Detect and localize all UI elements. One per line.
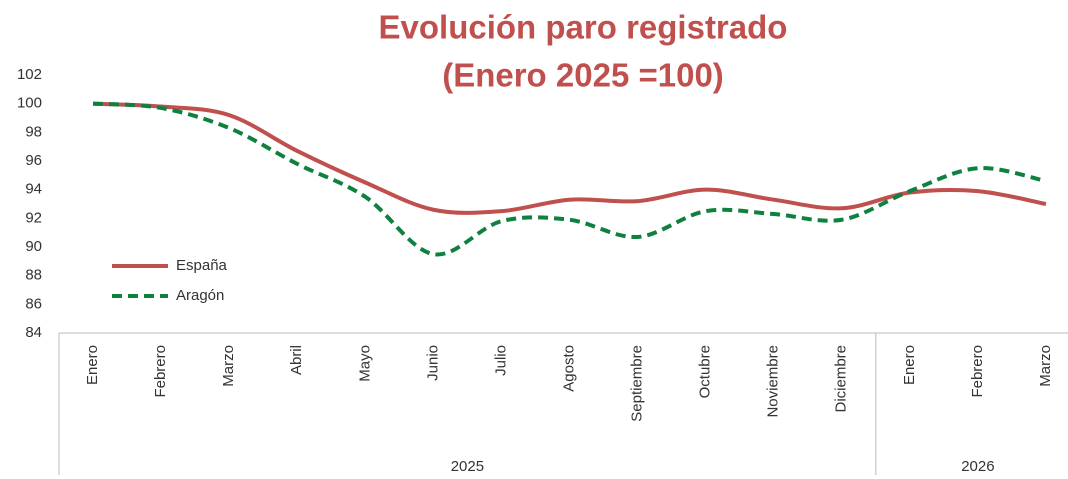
y-tick-label: 88 (25, 267, 42, 284)
x-tick-label: Enero (901, 345, 918, 385)
x-group-label: 2025 (451, 458, 484, 475)
legend-label: España (176, 257, 228, 274)
x-tick-label: Noviembre (765, 345, 782, 418)
x-tick-label: Mayo (356, 345, 373, 382)
y-tick-label: 102 (17, 66, 42, 83)
y-tick-label: 98 (25, 123, 42, 140)
x-tick-label: Febrero (152, 345, 169, 398)
x-tick-label: Marzo (220, 345, 237, 387)
y-tick-label: 86 (25, 295, 42, 312)
y-tick-label: 90 (25, 238, 42, 255)
x-tick-label: Octubre (697, 345, 714, 398)
x-tick-label: Septiembre (629, 345, 646, 422)
series-line (92, 101, 1047, 257)
x-tick-label: Diciembre (833, 345, 850, 413)
y-tick-label: 84 (25, 324, 42, 341)
x-tick-label: Febrero (969, 345, 986, 398)
x-tick-label: Junio (424, 345, 441, 381)
x-tick-label: Agosto (560, 345, 577, 392)
x-tick-label: Abril (288, 345, 305, 375)
chart-subtitle: (Enero 2025 =100) (442, 57, 724, 94)
chart-title: Evolución paro registrado (379, 9, 788, 46)
y-tick-label: 100 (17, 95, 42, 112)
legend-label: Aragón (176, 287, 224, 304)
x-tick-label: Marzo (1037, 345, 1054, 387)
y-tick-label: 96 (25, 152, 42, 169)
series-line (92, 101, 1047, 215)
y-tick-label: 92 (25, 209, 42, 226)
x-tick-label: Julio (492, 345, 509, 376)
x-tick-label: Enero (84, 345, 101, 385)
y-tick-label: 94 (25, 181, 42, 198)
x-group-label: 2026 (961, 458, 994, 475)
